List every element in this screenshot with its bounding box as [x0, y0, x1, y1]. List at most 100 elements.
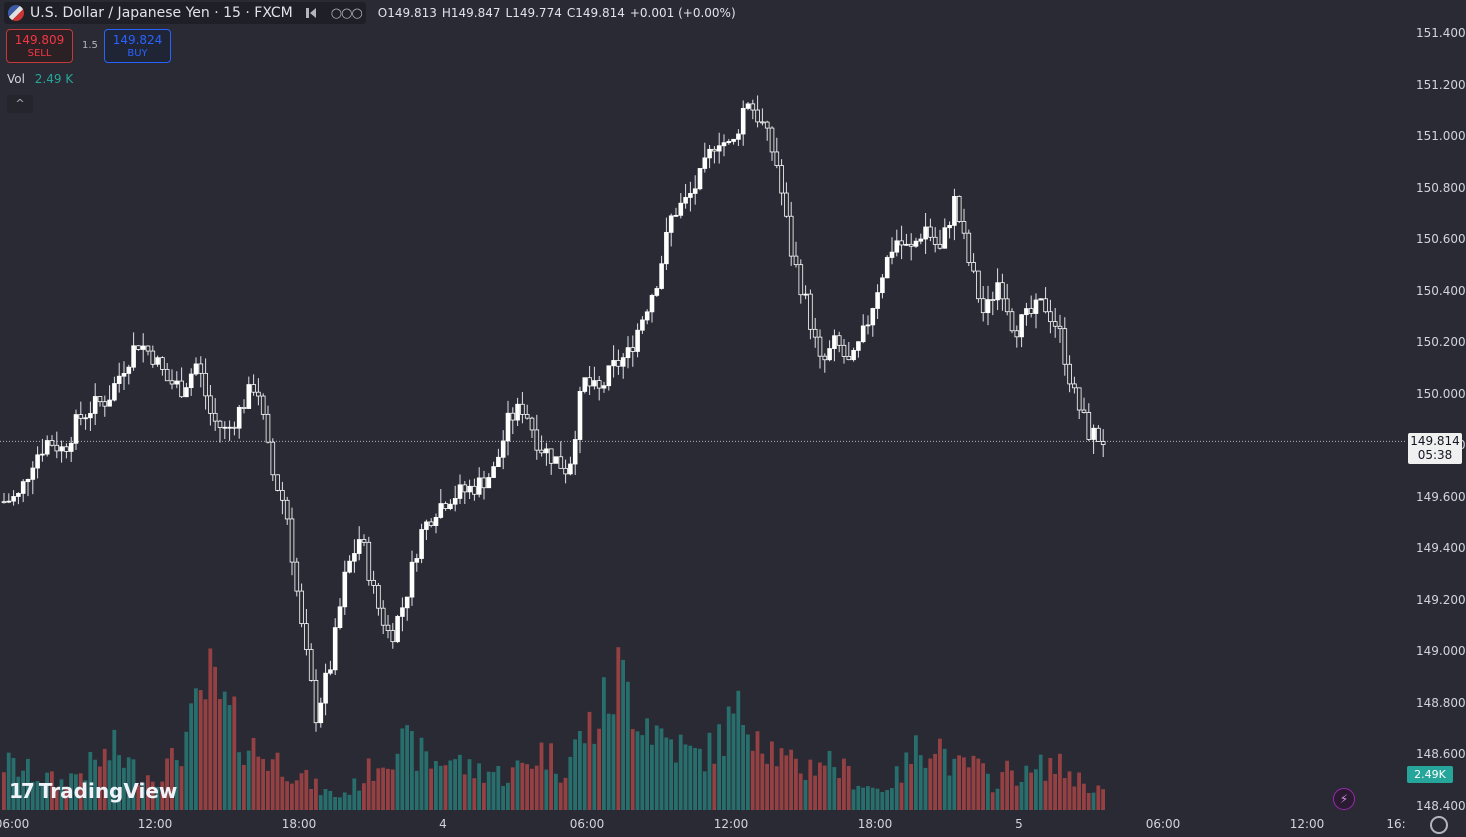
- candle-body: [856, 341, 861, 351]
- candle-body: [601, 385, 607, 389]
- lightning-icon[interactable]: ⚡: [1333, 788, 1355, 810]
- price-tick: 151.200: [1416, 77, 1466, 92]
- tradingview-logo[interactable]: 17 TradingView: [9, 779, 177, 803]
- candle-body: [668, 215, 674, 233]
- volume-bar: [674, 762, 678, 810]
- volume-label: Vol: [7, 72, 25, 86]
- volume-bar: [957, 755, 961, 810]
- volume-bar: [131, 759, 136, 810]
- collapse-legend-button[interactable]: ^: [7, 95, 33, 113]
- candle-body: [328, 669, 333, 674]
- volume-bar: [323, 789, 328, 810]
- candle-body: [356, 539, 362, 554]
- volume-bar: [918, 755, 923, 810]
- candle-body: [472, 485, 477, 495]
- volume-bar: [496, 766, 501, 810]
- volume-bar: [40, 783, 45, 810]
- volume-bar: [966, 767, 971, 810]
- candle-body: [83, 417, 88, 420]
- candle-body: [366, 541, 372, 581]
- more-options-icon[interactable]: ○○○: [330, 5, 363, 21]
- volume-bar: [35, 781, 40, 810]
- volume-bar: [318, 795, 323, 810]
- volume-bar: [938, 738, 942, 810]
- candle-body: [553, 456, 559, 464]
- volume-bar: [419, 737, 424, 810]
- candle-body: [476, 477, 482, 495]
- volume-bar: [784, 755, 789, 810]
- volume-bar: [1062, 778, 1067, 810]
- volume-bar: [26, 758, 30, 810]
- volume-bar: [880, 792, 885, 810]
- candle-body: [1038, 298, 1044, 301]
- candle-body: [452, 498, 458, 505]
- candle-body: [563, 467, 568, 475]
- candle-body: [899, 240, 904, 246]
- volume-bar: [280, 776, 285, 810]
- candle-body: [611, 360, 616, 367]
- candle-body: [985, 299, 991, 314]
- candle-body: [160, 357, 165, 370]
- candle-body: [404, 596, 410, 609]
- volume-bar: [952, 758, 957, 810]
- replay-icon[interactable]: [305, 7, 317, 19]
- candle-body: [918, 238, 924, 242]
- buy-button[interactable]: 149.824 BUY: [104, 29, 171, 63]
- chart-pane[interactable]: [0, 0, 1406, 814]
- candle-body: [409, 561, 415, 598]
- candle-body: [92, 396, 98, 414]
- price-tick: 151.400: [1416, 26, 1466, 40]
- candle-body: [769, 127, 775, 153]
- volume-bar: [16, 776, 21, 810]
- change-value: +0.001 (+0.00%): [629, 6, 736, 20]
- time-axis[interactable]: 06:00 12:00 18:00 4 06:00 12:00 18:00 5 06:00 12:…: [0, 814, 1406, 837]
- candle-body: [208, 395, 213, 414]
- symbol-selector[interactable]: U.S. Dollar / Japanese Yen · 15 · FXCM ○…: [4, 2, 366, 24]
- candle-body: [11, 496, 16, 502]
- volume-bar: [414, 770, 419, 810]
- candle-body: [990, 299, 996, 301]
- last-price-label: 149.814 05:38: [1408, 433, 1462, 464]
- candle-body: [500, 440, 506, 458]
- volume-bar: [726, 706, 731, 810]
- candlestick-chart[interactable]: [0, 0, 1406, 814]
- volume-bar: [482, 782, 486, 810]
- volume-bar: [875, 788, 880, 810]
- volume-bar: [894, 766, 899, 810]
- candle-body: [448, 503, 453, 510]
- candle-body: [256, 391, 261, 397]
- symbol-title[interactable]: U.S. Dollar / Japanese Yen · 15 · FXCM: [30, 5, 293, 21]
- candle-body: [136, 345, 141, 350]
- volume-bar: [990, 792, 995, 810]
- sell-button[interactable]: 149.809 SELL: [6, 29, 73, 63]
- volume-bar: [885, 790, 889, 810]
- volume-bar: [462, 774, 467, 810]
- volume-bar: [1005, 760, 1009, 810]
- settings-gear-icon[interactable]: [1430, 816, 1448, 834]
- candle-body: [1033, 299, 1039, 314]
- volume-bar: [45, 772, 49, 810]
- candle-body: [510, 412, 516, 421]
- candle-body: [524, 414, 530, 419]
- candle-body: [1062, 328, 1068, 365]
- volume-bar: [1082, 783, 1086, 810]
- time-tick: 06:00: [569, 817, 605, 831]
- candle-body: [913, 240, 919, 247]
- candle-body: [908, 243, 914, 247]
- candle-body: [1057, 325, 1063, 330]
- candle-body: [889, 251, 895, 258]
- candle-body: [505, 412, 511, 442]
- candle-body: [880, 277, 885, 294]
- candle-body: [164, 369, 170, 382]
- volume-legend[interactable]: Vol 2.49 K: [7, 72, 73, 86]
- price-axis[interactable]: 151.400 151.200 151.000 150.800 150.600 150.4…: [1406, 0, 1466, 837]
- sell-label: SELL: [27, 48, 52, 59]
- volume-bar: [2, 772, 6, 810]
- volume-bar: [366, 758, 371, 810]
- price-tick: 149.000: [1416, 644, 1466, 658]
- candle-body: [678, 202, 684, 216]
- volume-bar: [390, 769, 395, 810]
- volume-bar: [189, 703, 193, 810]
- candle-body: [179, 380, 184, 398]
- candle-body: [433, 517, 439, 526]
